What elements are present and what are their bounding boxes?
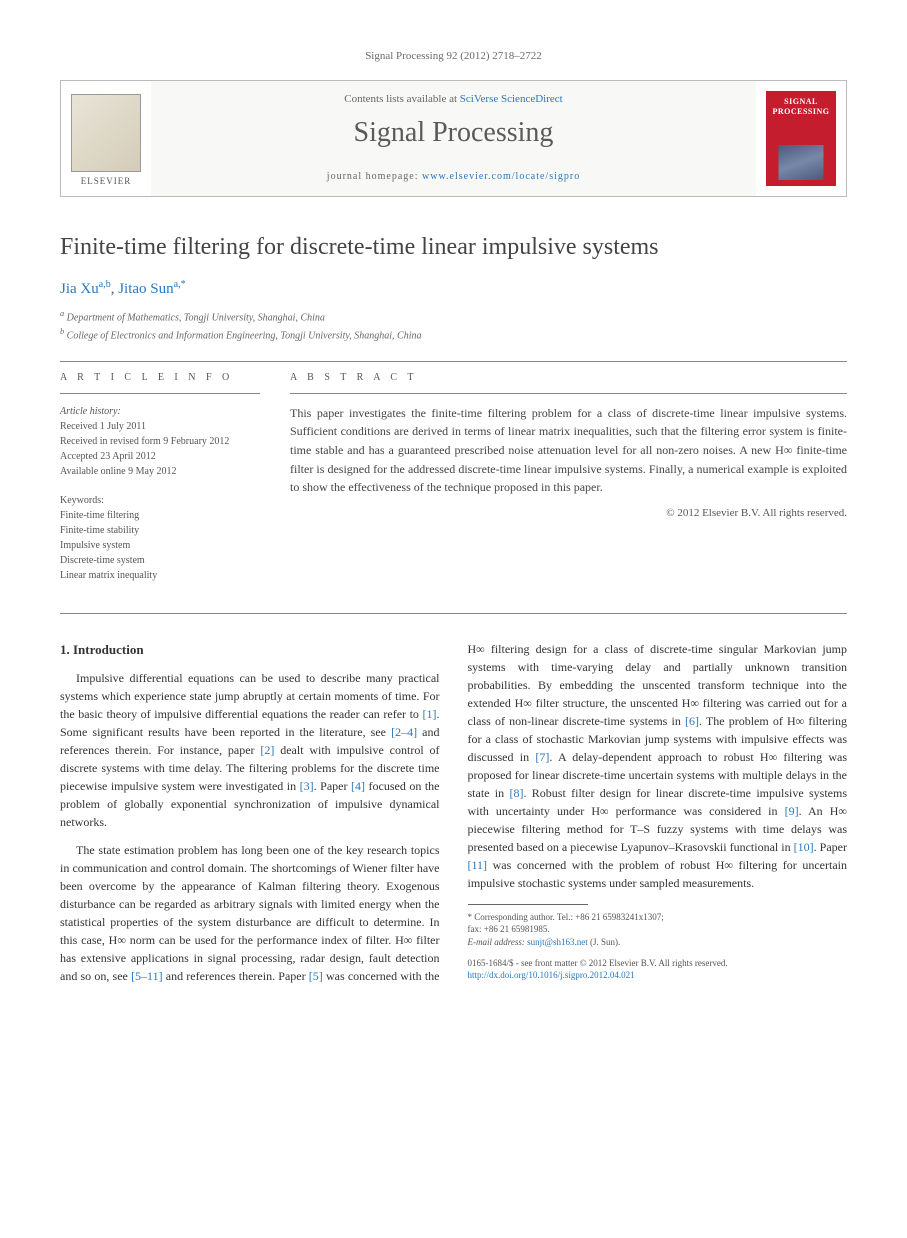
bottom-meta: 0165-1684/$ - see front matter © 2012 El… — [468, 957, 848, 982]
author-link[interactable]: Jitao Sun — [118, 281, 173, 297]
sciencedirect-link[interactable]: SciVerse ScienceDirect — [460, 93, 563, 105]
contents-prefix: Contents lists available at — [344, 93, 459, 105]
homepage-link[interactable]: www.elsevier.com/locate/sigpro — [422, 171, 580, 182]
keywords-head: Keywords: — [60, 493, 260, 508]
elsevier-tree-icon — [71, 94, 141, 172]
history-online: Available online 9 May 2012 — [60, 464, 260, 479]
homepage-prefix: journal homepage: — [327, 171, 422, 182]
history-accepted: Accepted 23 April 2012 — [60, 449, 260, 464]
issn-line: 0165-1684/$ - see front matter © 2012 El… — [468, 957, 848, 970]
ref-link[interactable]: [3] — [300, 779, 314, 793]
footer-block: * Corresponding author. Tel.: +86 21 659… — [468, 904, 848, 982]
keyword: Impulsive system — [60, 538, 260, 553]
fax: fax: +86 21 65981985. — [468, 923, 848, 936]
affiliation-b-text: College of Electronics and Information E… — [67, 330, 422, 341]
abstract-col: A B S T R A C T This paper investigates … — [290, 372, 847, 583]
journal-cover-area: SIGNAL PROCESSING — [756, 81, 846, 196]
footnote-divider — [468, 904, 588, 905]
divider — [290, 393, 847, 394]
journal-name: Signal Processing — [161, 117, 746, 149]
footnotes: * Corresponding author. Tel.: +86 21 659… — [468, 911, 848, 949]
ref-link[interactable]: [9] — [785, 804, 799, 818]
publication-center: Contents lists available at SciVerse Sci… — [151, 81, 756, 196]
affiliations: a Department of Mathematics, Tongji Univ… — [60, 308, 847, 343]
keywords: Keywords: Finite-time filtering Finite-t… — [60, 493, 260, 583]
keyword: Discrete-time system — [60, 553, 260, 568]
body-paragraph: Impulsive differential equations can be … — [60, 669, 440, 831]
text-run: was concerned with the problem of robust… — [468, 858, 848, 890]
ref-link[interactable]: [6] — [685, 714, 699, 728]
article-info-label: A R T I C L E I N F O — [60, 372, 260, 383]
abstract-label: A B S T R A C T — [290, 372, 847, 383]
text-run: . Paper — [814, 840, 847, 854]
text-run: and references therein. Paper — [163, 969, 309, 983]
email-link[interactable]: sunjt@sh163.net — [527, 937, 588, 947]
divider — [60, 361, 847, 362]
article-info-col: A R T I C L E I N F O Article history: R… — [60, 372, 260, 583]
author-affil-sup: a,b — [99, 279, 111, 290]
history-head: Article history: — [60, 404, 260, 419]
body-columns: 1. Introduction Impulsive differential e… — [60, 640, 847, 986]
article-title: Finite-time filtering for discrete-time … — [60, 232, 847, 263]
text-run: The state estimation problem has long be… — [60, 843, 440, 983]
info-abstract-row: A R T I C L E I N F O Article history: R… — [60, 372, 847, 583]
journal-cover-text: SIGNAL PROCESSING — [769, 97, 833, 116]
ref-link[interactable]: [2–4] — [391, 725, 417, 739]
section-heading: 1. Introduction — [60, 640, 440, 660]
history-revised: Received in revised form 9 February 2012 — [60, 434, 260, 449]
publication-box: ELSEVIER Contents lists available at Sci… — [60, 80, 847, 197]
text-run: . Paper — [314, 779, 351, 793]
ref-link[interactable]: [5–11] — [131, 969, 163, 983]
journal-cover-icon: SIGNAL PROCESSING — [766, 91, 836, 186]
homepage-line: journal homepage: www.elsevier.com/locat… — [161, 171, 746, 182]
page-container: Signal Processing 92 (2012) 2718–2722 EL… — [0, 0, 907, 1035]
affiliation-a: a Department of Mathematics, Tongji Univ… — [60, 308, 847, 325]
keyword: Linear matrix inequality — [60, 568, 260, 583]
keyword: Finite-time stability — [60, 523, 260, 538]
affiliation-b: b College of Electronics and Information… — [60, 326, 847, 343]
author-link[interactable]: Jia Xu — [60, 281, 99, 297]
author-affil-sup: a,* — [174, 279, 186, 290]
abstract-text: This paper investigates the finite-time … — [290, 404, 847, 497]
contents-line: Contents lists available at SciVerse Sci… — [161, 93, 746, 105]
ref-link[interactable]: [2] — [260, 743, 274, 757]
authors-line: Jia Xua,b, Jitao Suna,* — [60, 279, 847, 298]
ref-link[interactable]: [11] — [468, 858, 488, 872]
keyword: Finite-time filtering — [60, 508, 260, 523]
publisher-name: ELSEVIER — [81, 176, 132, 186]
email-who: (J. Sun). — [588, 937, 621, 947]
copyright-line: © 2012 Elsevier B.V. All rights reserved… — [290, 507, 847, 519]
ref-link[interactable]: [4] — [351, 779, 365, 793]
doi-link[interactable]: http://dx.doi.org/10.1016/j.sigpro.2012.… — [468, 970, 635, 980]
ref-link[interactable]: [1] — [423, 707, 437, 721]
article-history: Article history: Received 1 July 2011 Re… — [60, 404, 260, 479]
email-label: E-mail address: — [468, 937, 528, 947]
ref-link[interactable]: [8] — [509, 786, 523, 800]
corresponding-author: * Corresponding author. Tel.: +86 21 659… — [468, 911, 848, 924]
email-line: E-mail address: sunjt@sh163.net (J. Sun)… — [468, 936, 848, 949]
history-received: Received 1 July 2011 — [60, 419, 260, 434]
divider — [60, 393, 260, 394]
ref-link[interactable]: [5] — [309, 969, 323, 983]
ref-link[interactable]: [7] — [535, 750, 549, 764]
affiliation-a-text: Department of Mathematics, Tongji Univer… — [67, 313, 325, 324]
text-run: Impulsive differential equations can be … — [60, 671, 440, 721]
ref-link[interactable]: [10] — [794, 840, 814, 854]
citation-header: Signal Processing 92 (2012) 2718–2722 — [60, 50, 847, 62]
publisher-logo-area: ELSEVIER — [61, 81, 151, 196]
divider — [60, 613, 847, 614]
